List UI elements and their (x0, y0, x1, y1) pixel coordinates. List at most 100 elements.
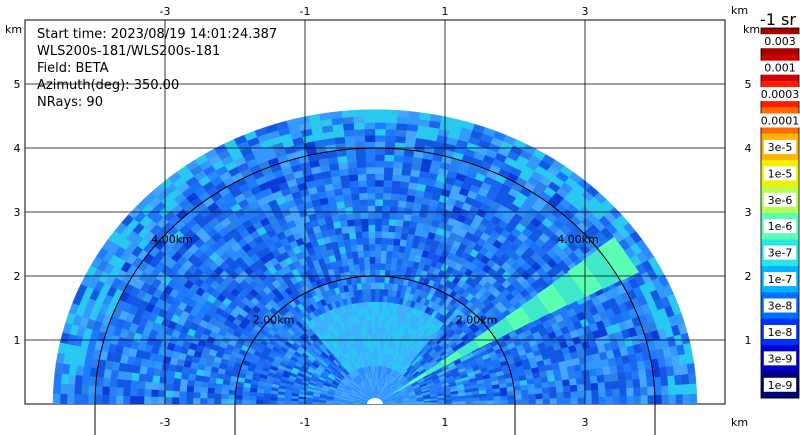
radar-cell (185, 397, 194, 404)
radar-cell (554, 379, 564, 387)
radar-cell (689, 393, 698, 404)
radar-cell (381, 307, 387, 316)
radar-cell (575, 377, 585, 385)
radar-cell (87, 385, 96, 396)
radar-cell (200, 387, 209, 394)
colorbar-label: 1e-6 (763, 219, 797, 234)
y-tick-label-left: 5 (14, 78, 21, 91)
nrays-text: NRays: 90 (37, 95, 103, 110)
radar-cell (374, 314, 379, 322)
radar-cell (370, 288, 376, 296)
radar-cell (67, 374, 76, 386)
radar-cell (370, 294, 376, 302)
radar-cell (101, 395, 110, 404)
radar-cell (102, 377, 111, 388)
radar-cell (344, 206, 354, 215)
radar-cell (388, 276, 395, 284)
radar-cell (675, 384, 684, 395)
radar-cell (365, 288, 372, 296)
radar-cell (179, 385, 188, 393)
radar-cell (364, 269, 371, 277)
radar-cell (588, 368, 598, 377)
radar-cell (343, 200, 353, 208)
radar-cell (396, 206, 406, 215)
radar-cell (200, 381, 209, 389)
radar-cell (374, 262, 381, 270)
colorbar-label: 1e-8 (763, 324, 797, 339)
radar-cell (451, 401, 460, 404)
radar-cell (374, 327, 379, 334)
radar-cell (379, 282, 385, 290)
radar-cell (365, 160, 376, 168)
radar-cell (353, 128, 365, 137)
radar-cell (360, 211, 369, 220)
radar-cell (346, 219, 355, 227)
radar-cell (521, 398, 530, 404)
radar-cell (604, 381, 613, 390)
radar-cell (577, 390, 586, 398)
radar-cell (386, 244, 394, 252)
radar-cell (234, 399, 243, 404)
radar-cell (242, 391, 250, 397)
radar-cell (403, 213, 412, 222)
radar-cell (582, 376, 592, 385)
colorbar-label-text: 0.003 (764, 35, 796, 48)
radar-cell (150, 396, 159, 404)
radar-cell (626, 395, 635, 404)
radar-cell (172, 384, 181, 392)
radar-cell (686, 362, 696, 375)
radar-cell (418, 112, 432, 121)
radar-cell (661, 394, 670, 404)
instrument-text: WLS200s-181/WLS200s-181 (37, 44, 220, 59)
radar-cell (521, 393, 530, 400)
colorbar-label-text: 0.0003 (761, 88, 800, 101)
radar-cell (192, 397, 201, 404)
radar-cell (386, 237, 395, 246)
y-tick-label-right: 5 (745, 78, 752, 91)
radar-cell (318, 112, 332, 121)
radar-cell (342, 122, 355, 131)
radar-cell (165, 377, 175, 385)
radar-cell (374, 256, 381, 264)
radar-cell (136, 388, 145, 397)
radar-cell (101, 386, 110, 396)
radar-cell (352, 109, 365, 117)
radar-cell (493, 395, 502, 401)
radar-cell (385, 263, 392, 271)
radar-cell (384, 141, 396, 149)
radar-cell (269, 397, 278, 402)
radar-cell (605, 396, 614, 404)
radar-cell (364, 141, 376, 149)
radar-cell (355, 237, 364, 246)
radar-cell (152, 368, 162, 377)
radar-cell (688, 383, 698, 395)
radar-cell (472, 400, 481, 404)
radar-cell (383, 282, 390, 290)
radar-cell (394, 135, 406, 144)
radar-cell (255, 399, 264, 404)
radar-cell (179, 378, 189, 387)
radar-cell (548, 386, 557, 394)
radar-cell (55, 352, 66, 365)
radar-cell (201, 375, 210, 383)
radar-cell (123, 379, 132, 389)
radar-cell (187, 373, 197, 382)
radar-cell (493, 399, 502, 404)
radar-cell (584, 389, 593, 398)
colorbar-label-text: 3e-6 (768, 194, 793, 207)
x-tick-label-bottom: -1 (300, 416, 311, 429)
radar-cell (390, 186, 401, 195)
radar-cell (346, 402, 355, 404)
radar-cell (513, 389, 522, 396)
radar-cell (688, 372, 697, 385)
radar-cell (357, 256, 365, 265)
radar-cell (374, 294, 380, 302)
radar-cell (374, 218, 383, 226)
radar-cell (371, 314, 376, 322)
radar-cell (234, 394, 243, 401)
radar-cell (367, 224, 376, 232)
radar-cell (290, 401, 299, 404)
radar-cell (684, 352, 695, 365)
radar-cell (367, 205, 376, 213)
